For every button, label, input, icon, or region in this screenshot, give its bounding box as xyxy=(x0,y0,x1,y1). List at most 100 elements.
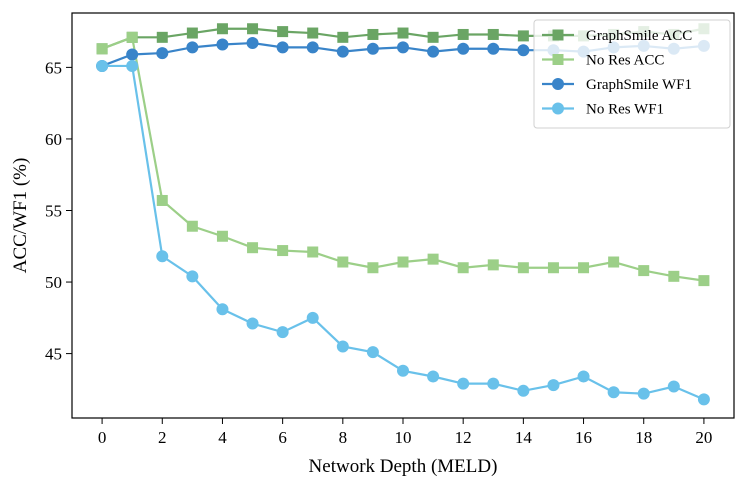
data-point xyxy=(577,370,590,383)
data-point xyxy=(698,275,710,287)
data-point xyxy=(517,30,529,42)
data-point xyxy=(367,28,379,40)
legend-entry: GraphSmile WF1 xyxy=(542,77,692,93)
data-point xyxy=(277,245,289,257)
data-point xyxy=(637,387,650,400)
data-point xyxy=(186,220,198,232)
data-point xyxy=(427,45,440,58)
data-point xyxy=(307,246,319,258)
data-point xyxy=(306,311,319,324)
data-point xyxy=(156,250,169,263)
data-point xyxy=(517,44,530,57)
data-point xyxy=(487,28,499,40)
legend-marker xyxy=(552,29,564,41)
data-point xyxy=(126,31,138,43)
y-tick-label: 50 xyxy=(45,273,62,292)
legend-label: GraphSmile WF1 xyxy=(586,77,692,93)
data-point xyxy=(667,380,680,393)
data-point xyxy=(216,230,228,242)
data-point xyxy=(216,23,228,35)
data-point xyxy=(126,59,139,72)
y-tick-label: 55 xyxy=(45,201,62,220)
data-point xyxy=(336,340,349,353)
data-point xyxy=(366,346,379,359)
data-point xyxy=(126,48,139,61)
legend: GraphSmile ACC No Res ACC GraphSmile WF1 No… xyxy=(533,19,731,129)
data-point xyxy=(427,253,439,265)
x-tick-label: 0 xyxy=(98,428,107,447)
data-point xyxy=(367,262,379,274)
legend-entry: No Res ACC xyxy=(542,53,664,69)
data-point xyxy=(457,42,470,55)
y-tick-label: 45 xyxy=(45,345,62,364)
data-point xyxy=(156,194,168,206)
x-tick-label: 12 xyxy=(455,428,472,447)
x-tick-label: 18 xyxy=(635,428,652,447)
data-point xyxy=(578,262,590,274)
data-point xyxy=(276,41,289,54)
data-point xyxy=(307,27,319,39)
legend-marker xyxy=(552,54,564,65)
data-point xyxy=(397,41,409,54)
data-point xyxy=(427,370,440,383)
data-point xyxy=(668,270,680,282)
data-point xyxy=(517,384,530,397)
data-point xyxy=(186,27,198,39)
legend-label: No Res ACC xyxy=(586,53,664,69)
x-tick-label: 16 xyxy=(575,428,592,447)
data-point xyxy=(186,41,199,54)
data-point xyxy=(457,377,470,390)
y-axis-title: ACC/WF1 (%) xyxy=(10,158,31,274)
data-point xyxy=(186,270,199,283)
legend-entry: No Res WF1 xyxy=(542,102,664,118)
data-point xyxy=(337,31,349,43)
x-axis-title: Network Depth (MELD) xyxy=(309,456,498,477)
data-point xyxy=(277,26,289,38)
data-point xyxy=(96,43,108,55)
data-point xyxy=(697,393,710,406)
data-point xyxy=(156,31,168,43)
data-point xyxy=(337,256,349,268)
x-tick-label: 20 xyxy=(695,428,712,447)
data-point xyxy=(216,38,229,51)
data-point xyxy=(246,317,259,330)
data-point xyxy=(608,256,620,268)
y-tick-label: 60 xyxy=(45,130,62,149)
legend-box xyxy=(533,19,731,129)
data-point xyxy=(547,379,560,392)
x-tick-label: 2 xyxy=(158,428,167,447)
data-point xyxy=(397,27,409,39)
data-point xyxy=(397,364,409,377)
series-layer xyxy=(96,23,710,406)
data-point xyxy=(216,303,229,316)
data-point xyxy=(638,265,650,277)
x-tick-label: 10 xyxy=(395,428,412,447)
legend-marker xyxy=(552,78,564,90)
data-point xyxy=(487,259,499,271)
x-tick-label: 6 xyxy=(278,428,287,447)
legend-label: GraphSmile ACC xyxy=(586,28,692,44)
ticks-layer: 0 2 4 6 8 10 12 14 16 18 20 45 50 55 60 65 xyxy=(45,58,712,447)
data-point xyxy=(607,386,620,399)
legend-entry: GraphSmile ACC xyxy=(542,28,692,44)
data-point xyxy=(96,59,109,72)
data-point xyxy=(397,256,409,268)
data-point xyxy=(366,42,379,55)
x-tick-label: 8 xyxy=(339,428,348,447)
data-point xyxy=(247,242,259,254)
data-point xyxy=(547,262,559,274)
data-point xyxy=(336,45,349,58)
data-point xyxy=(246,37,259,50)
legend-marker xyxy=(552,102,564,115)
data-point xyxy=(276,326,289,339)
data-point xyxy=(517,262,529,274)
data-point xyxy=(457,262,469,274)
data-point xyxy=(487,377,500,390)
data-point xyxy=(457,28,469,40)
x-tick-label: 14 xyxy=(515,428,533,447)
data-point xyxy=(156,47,169,60)
x-tick-label: 4 xyxy=(218,428,227,447)
data-point xyxy=(247,23,259,35)
series-no-res-acc xyxy=(96,31,710,287)
